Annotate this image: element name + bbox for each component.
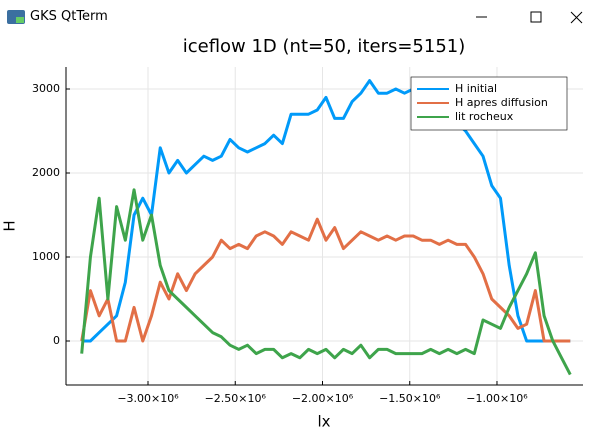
line-series	[80, 217, 571, 343]
chart-title: iceflow 1D (nt=50, iters=5151)	[183, 36, 466, 57]
maximize-button[interactable]	[530, 11, 542, 23]
window-controls[interactable]	[434, 0, 594, 35]
x-tick-label: −3.00×10⁶	[117, 392, 179, 405]
x-tick-label: −1.00×10⁶	[466, 392, 528, 405]
chart: iceflow 1D (nt=50, iters=5151) lx H −3.0…	[1, 36, 583, 431]
app-icon	[7, 10, 25, 24]
title-bar: GKS QtTerm	[0, 0, 594, 35]
line-series	[81, 79, 571, 343]
legend-label: H apres diffusion	[455, 96, 548, 109]
y-tick-label: 0	[53, 334, 60, 347]
x-axis-label: lx	[317, 413, 330, 431]
window-title: GKS QtTerm	[30, 9, 108, 24]
x-tick-label: −2.50×10⁶	[205, 392, 267, 405]
legend-label: lit rocheux	[455, 110, 514, 123]
x-tick-label: −2.00×10⁶	[292, 392, 354, 405]
x-tick-label: −1.50×10⁶	[379, 392, 441, 405]
close-button[interactable]	[570, 11, 583, 24]
line-series	[80, 188, 572, 376]
y-tick-label: 1000	[32, 250, 60, 263]
legend-label: H initial	[455, 82, 497, 95]
y-tick-label: 2000	[32, 166, 60, 179]
y-tick-label: 3000	[32, 82, 60, 95]
y-axis-label: H	[1, 220, 19, 231]
